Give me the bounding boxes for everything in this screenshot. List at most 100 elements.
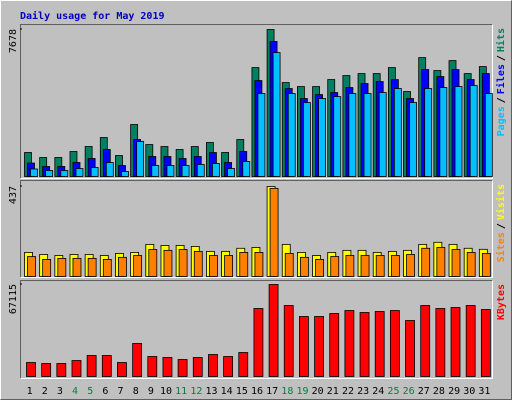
x-tick-label: 31 bbox=[478, 386, 490, 397]
x-tick-label: 23 bbox=[357, 386, 369, 397]
bar bbox=[133, 255, 143, 277]
bar bbox=[299, 316, 309, 377]
bar bbox=[26, 362, 36, 377]
bar bbox=[192, 357, 203, 377]
bar bbox=[466, 252, 476, 277]
bar bbox=[178, 249, 188, 277]
bar bbox=[223, 356, 233, 377]
x-tick-label: 1 bbox=[27, 386, 33, 397]
bar bbox=[272, 52, 281, 177]
panel-shadow bbox=[20, 180, 493, 278]
x-tick-label: 29 bbox=[448, 386, 460, 397]
bar bbox=[151, 165, 160, 177]
bar bbox=[420, 305, 431, 377]
panel-shadow bbox=[20, 280, 493, 379]
panel-highlight bbox=[20, 280, 493, 379]
bar bbox=[242, 161, 251, 177]
x-tick-label: 9 bbox=[148, 386, 154, 397]
bar bbox=[421, 247, 431, 277]
panel-shadow bbox=[20, 24, 493, 179]
bar bbox=[121, 171, 129, 177]
x-tick-label: 26 bbox=[403, 386, 415, 397]
bar bbox=[480, 309, 491, 377]
x-tick-label: 7 bbox=[118, 386, 124, 397]
bar bbox=[254, 252, 264, 277]
x-tick-label: 18 bbox=[281, 386, 293, 397]
bar bbox=[224, 255, 233, 277]
y-tick-label: 67115 bbox=[8, 284, 19, 314]
x-tick-label: 15 bbox=[236, 386, 248, 397]
bar bbox=[303, 102, 311, 177]
x-tick-label: 24 bbox=[372, 386, 384, 397]
panel-highlight bbox=[20, 180, 493, 278]
x-tick-label: 8 bbox=[133, 386, 139, 397]
bar bbox=[193, 250, 203, 277]
bar bbox=[333, 96, 342, 177]
bar bbox=[253, 308, 264, 377]
bar bbox=[345, 255, 355, 277]
bar bbox=[436, 247, 446, 277]
bar bbox=[166, 165, 175, 177]
bar bbox=[348, 93, 357, 177]
legend-entry: KBytes bbox=[496, 284, 507, 320]
bar bbox=[71, 360, 82, 377]
legend-entry: Files bbox=[495, 64, 507, 94]
bar bbox=[378, 92, 387, 177]
bar bbox=[181, 165, 190, 177]
bar bbox=[287, 93, 296, 177]
x-tick-label: 5 bbox=[87, 386, 93, 397]
bar bbox=[118, 256, 127, 277]
x-tick-label: 28 bbox=[433, 386, 445, 397]
bar bbox=[315, 259, 324, 277]
legend-separator: / bbox=[496, 223, 507, 229]
x-tick-label: 11 bbox=[175, 386, 187, 397]
x-tick-label: 4 bbox=[72, 386, 78, 397]
bar bbox=[409, 102, 417, 177]
bar bbox=[329, 313, 340, 377]
bar bbox=[451, 249, 461, 277]
bar bbox=[41, 363, 52, 377]
x-tick-label: 30 bbox=[463, 386, 475, 397]
bar bbox=[102, 259, 112, 277]
bar bbox=[75, 168, 84, 177]
bar bbox=[90, 167, 99, 177]
bar bbox=[209, 255, 218, 277]
legend: Sites / Visits bbox=[495, 184, 507, 262]
x-tick-label: 14 bbox=[221, 386, 233, 397]
bar bbox=[196, 164, 205, 177]
bar bbox=[208, 354, 218, 377]
bar bbox=[424, 88, 433, 177]
bar bbox=[359, 312, 370, 377]
bar bbox=[450, 307, 461, 377]
bar bbox=[117, 362, 127, 377]
bar bbox=[344, 310, 355, 377]
bar bbox=[484, 93, 493, 177]
legend-separator: / bbox=[496, 55, 507, 61]
x-tick-label: 12 bbox=[190, 386, 202, 397]
bar bbox=[86, 355, 97, 377]
bar bbox=[162, 357, 173, 377]
y-tick-label: 7678 bbox=[8, 29, 19, 53]
legend-separator: / bbox=[496, 97, 507, 103]
bar bbox=[101, 355, 112, 377]
y-tick-label: 437 bbox=[8, 186, 19, 204]
x-tick-label: 25 bbox=[387, 386, 399, 397]
bar bbox=[147, 356, 158, 377]
legend: KBytes bbox=[496, 284, 507, 320]
x-tick-label: 19 bbox=[296, 386, 308, 397]
bar bbox=[136, 141, 145, 177]
bar bbox=[257, 93, 266, 177]
bar bbox=[314, 316, 324, 377]
bar bbox=[239, 252, 249, 277]
bar bbox=[132, 343, 143, 377]
bar bbox=[360, 255, 370, 277]
bar bbox=[284, 253, 294, 277]
bar bbox=[454, 86, 463, 177]
bar bbox=[60, 170, 69, 177]
bar bbox=[393, 88, 402, 177]
bar bbox=[318, 98, 326, 177]
bar bbox=[405, 320, 415, 377]
x-tick-label: 27 bbox=[418, 386, 430, 397]
